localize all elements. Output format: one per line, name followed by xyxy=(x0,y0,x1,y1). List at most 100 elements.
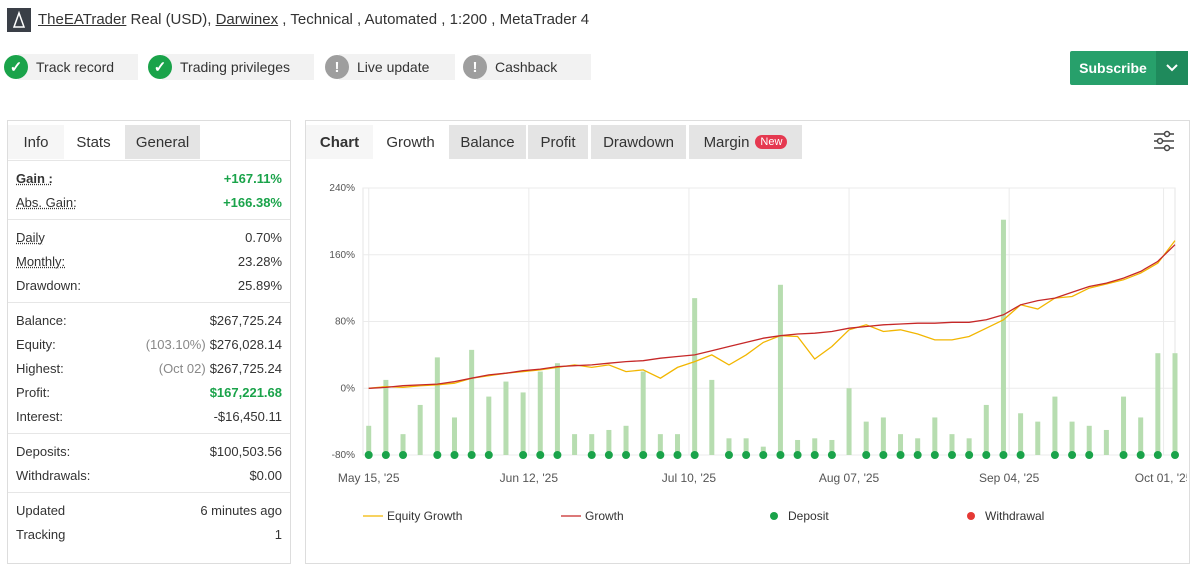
stats-note: (Oct 02) xyxy=(158,360,206,376)
stats-row: Balance: $267,725.24 xyxy=(16,308,282,332)
tab[interactable]: Margin New xyxy=(689,125,802,159)
stats-row: Updated 6 minutes ago xyxy=(16,498,282,522)
bar xyxy=(1103,429,1109,455)
logo xyxy=(7,8,31,32)
stats-value: 6 minutes ago xyxy=(200,502,282,518)
bar xyxy=(1000,219,1006,455)
bar xyxy=(606,429,612,455)
stats-value-wrap: 6 minutes ago xyxy=(200,503,282,518)
bar xyxy=(726,438,732,455)
stats-value-wrap: (103.10%) $276,028.14 xyxy=(146,337,282,352)
details: , Technical , Automated , 1:200 , MetaTr… xyxy=(282,11,590,28)
trader-link[interactable]: TheEATrader xyxy=(38,11,127,28)
tab[interactable]: Info xyxy=(8,125,64,159)
subscribe-button[interactable]: Subscribe xyxy=(1070,51,1188,85)
bar xyxy=(383,379,389,455)
dot xyxy=(793,451,802,459)
tab-label: Drawdown xyxy=(603,133,674,151)
badge: ✓ Trading privileges xyxy=(148,54,314,80)
tab[interactable]: Chart xyxy=(306,125,373,159)
legend-label: Equity Growth xyxy=(387,509,462,523)
stats-value: 23.28% xyxy=(237,253,282,269)
stats-value: 25.89% xyxy=(237,277,282,293)
badge: ✓ Track record xyxy=(4,54,138,80)
tab-label: Chart xyxy=(319,133,360,151)
dot xyxy=(1153,451,1162,459)
stats-value: 0.70% xyxy=(245,229,282,245)
stats-label: Equity: xyxy=(16,336,56,352)
stats-label: Balance: xyxy=(16,312,67,328)
dot xyxy=(433,451,442,459)
dot xyxy=(381,451,390,459)
dot xyxy=(364,451,373,459)
new-badge: New xyxy=(755,135,788,149)
tab[interactable]: Stats xyxy=(64,125,123,159)
tab[interactable]: Profit xyxy=(528,125,588,159)
stats-row: Drawdown: 25.89% xyxy=(16,273,282,297)
badge-icon: ✓ xyxy=(4,55,28,79)
tab[interactable]: General xyxy=(125,125,200,159)
x-tick-label: May 15, '25 xyxy=(338,471,400,485)
stats-group: Updated 6 minutes ago Tracking 1 xyxy=(8,492,290,551)
dot xyxy=(519,451,528,459)
badge: ! Cashback xyxy=(463,54,591,80)
broker-link[interactable]: Darwinex xyxy=(215,11,279,28)
stats-label: Profit: xyxy=(16,384,50,400)
stats-value-wrap: (Oct 02) $267,725.24 xyxy=(159,361,282,376)
settings-icon[interactable] xyxy=(1152,129,1176,153)
bar xyxy=(846,388,852,455)
tab[interactable]: Balance xyxy=(449,125,526,159)
badge-label: Track record xyxy=(36,59,115,75)
dot xyxy=(759,451,768,459)
bar xyxy=(743,438,749,455)
stats-value-wrap: $100,503.56 xyxy=(210,444,282,459)
tab[interactable]: Drawdown xyxy=(591,125,686,159)
stats-value: +166.38% xyxy=(223,194,282,210)
badge: ! Live update xyxy=(325,54,455,80)
bar xyxy=(966,438,972,455)
chart: -80% 0% 80% 160% 240% May 15, '25 Jun 12, '25 J… xyxy=(329,183,1187,523)
y-tick-label: 240% xyxy=(329,183,355,194)
bar xyxy=(520,392,526,455)
stats-value: 1 xyxy=(274,526,282,542)
stats-value: -$16,450.11 xyxy=(213,408,282,424)
dot xyxy=(484,451,493,459)
stats-value: +167.11% xyxy=(223,170,282,186)
x-tick-label: Jun 12, '25 xyxy=(500,471,559,485)
badge-icon: ! xyxy=(325,55,349,79)
stats-label: Deposits: xyxy=(16,443,71,459)
chart-panel: -80% 0% 80% 160% 240% May 15, '25 Jun 12, '25 J… xyxy=(305,120,1190,564)
x-tick-label: Jul 10, '25 xyxy=(662,471,717,485)
stats-body: Gain : +167.11% Abs. Gain: +166.38% Daily 0.7… xyxy=(8,160,290,551)
bar xyxy=(1172,353,1178,455)
tab-label: Margin xyxy=(703,133,750,151)
bar xyxy=(400,434,406,455)
line xyxy=(368,244,1176,389)
tab[interactable]: Growth xyxy=(374,125,447,159)
stats-row: Monthly: 23.28% xyxy=(16,249,282,273)
bar xyxy=(366,425,372,455)
logo-icon xyxy=(12,10,26,28)
y-tick-label: 0% xyxy=(341,383,356,394)
bar xyxy=(1018,413,1024,455)
stats-value: $167,221.68 xyxy=(209,384,282,400)
legend-label: Deposit xyxy=(788,509,829,523)
dot xyxy=(1068,451,1077,459)
dot xyxy=(622,451,631,459)
stats-label: Highest: xyxy=(16,360,64,376)
tab-label: Balance xyxy=(460,133,515,151)
dot xyxy=(827,451,836,459)
dot xyxy=(536,451,545,459)
legend-swatch xyxy=(967,512,975,520)
subscribe-dropdown[interactable] xyxy=(1156,51,1188,85)
subscribe-label[interactable]: Subscribe xyxy=(1079,60,1147,76)
stats-value-wrap: -$16,450.11 xyxy=(214,409,282,424)
tab-label: Growth xyxy=(386,133,435,151)
legend-label: Growth xyxy=(585,509,624,523)
stats-value-wrap: 1 xyxy=(275,527,282,542)
bar xyxy=(829,439,835,455)
stats-value-wrap: +166.38% xyxy=(223,195,282,210)
bar xyxy=(657,434,663,455)
dot xyxy=(810,451,819,459)
